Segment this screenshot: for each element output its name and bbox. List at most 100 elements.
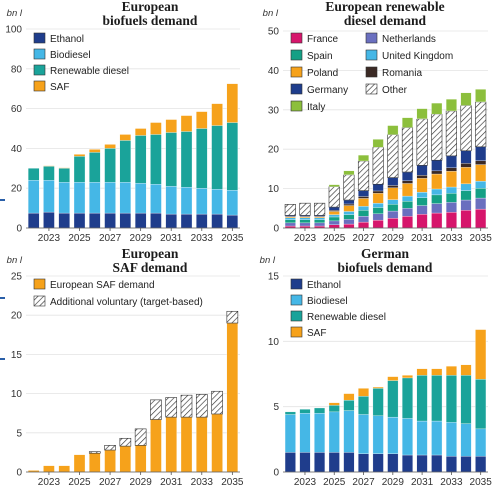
bar-segment xyxy=(299,217,311,220)
bar-segment xyxy=(416,375,428,422)
bar-segment xyxy=(180,115,193,132)
bar-segment xyxy=(43,180,55,213)
bar-segment xyxy=(402,183,413,197)
bar-segment xyxy=(134,183,147,214)
bar-segment xyxy=(358,196,369,199)
bar-segment xyxy=(284,452,296,473)
x-tick-label: 2033 xyxy=(191,233,214,244)
x-tick-label: 2025 xyxy=(323,233,346,244)
bar-segment xyxy=(416,191,428,198)
legend-swatch xyxy=(33,80,46,92)
bar-segment xyxy=(196,128,208,189)
bar-segment xyxy=(299,216,311,218)
bar-segment xyxy=(357,160,370,191)
y-unit-label: bn l xyxy=(260,255,276,266)
x-tick-label: 2035 xyxy=(221,477,244,488)
x-tick-label: 2025 xyxy=(68,477,91,488)
bar-segment xyxy=(150,399,162,420)
bar-segment xyxy=(372,193,384,204)
bar-segment xyxy=(211,103,223,126)
bar-segment xyxy=(180,213,193,229)
chart-title-line: biofuels demand xyxy=(338,260,433,275)
bar-segment xyxy=(119,437,132,447)
legend-label: Other xyxy=(382,85,408,96)
bar-segment xyxy=(328,224,340,229)
y-tick-label: 100 xyxy=(5,25,22,36)
bar-segment xyxy=(314,452,326,473)
bar-segment xyxy=(43,166,55,181)
bar-segment xyxy=(89,182,101,214)
y-unit-label: bn l xyxy=(263,8,279,19)
bar-segment xyxy=(402,117,413,128)
x-tick-label: 2029 xyxy=(382,233,405,244)
legend-label: Biodiesel xyxy=(50,50,91,61)
bar-segment xyxy=(180,394,193,418)
bar-segment xyxy=(387,134,399,178)
bar-segment xyxy=(460,92,472,106)
y-tick-label: 40 xyxy=(11,144,23,155)
bar-segment xyxy=(284,219,296,224)
bar-segment xyxy=(475,428,487,457)
bar-segment xyxy=(58,168,70,183)
bar-segment xyxy=(27,212,40,229)
x-tick-label: 2023 xyxy=(38,233,61,244)
y-tick-label: 20 xyxy=(11,184,23,195)
bar-segment xyxy=(358,190,369,197)
bar-segment xyxy=(284,414,296,453)
bar-segment xyxy=(58,212,70,229)
bar-segment xyxy=(328,411,340,453)
bar-segment xyxy=(402,171,413,181)
bar-segment xyxy=(328,206,340,211)
y-unit-label: bn l xyxy=(7,255,23,266)
bar-segment xyxy=(358,206,369,211)
legend-swatch xyxy=(365,66,378,78)
bar-segment xyxy=(460,364,472,376)
bar-segment xyxy=(358,396,369,415)
bar-segment xyxy=(328,211,340,215)
bar-segment xyxy=(211,213,223,229)
bar-segment xyxy=(104,148,116,183)
bar-segment xyxy=(134,212,147,229)
bar-segment xyxy=(460,167,472,185)
bar-segment xyxy=(402,375,413,379)
x-tick-label: 2023 xyxy=(294,477,317,488)
bar-segment xyxy=(431,375,443,422)
bar-segment xyxy=(299,222,311,227)
bar-segment xyxy=(431,420,443,456)
x-tick-label: 2031 xyxy=(160,233,183,244)
bar-segment xyxy=(299,202,311,216)
bar-segment xyxy=(402,418,413,456)
legend-swatch xyxy=(33,295,46,307)
x-tick-label: 2027 xyxy=(99,233,122,244)
legend-swatch xyxy=(290,278,303,290)
legend: Ethanol Biodiesel Renewable diesel SAF xyxy=(290,278,386,339)
bar-segment xyxy=(343,452,355,473)
legend-swatch xyxy=(33,32,46,44)
bar-segment xyxy=(134,128,147,136)
legend-swatch xyxy=(290,66,303,78)
bar-segment xyxy=(475,379,487,430)
bar-segment xyxy=(284,216,296,218)
bar-segment xyxy=(343,174,355,201)
bar-segment xyxy=(387,125,399,135)
y-tick-label: 10 xyxy=(11,389,23,400)
y-tick-label: 20 xyxy=(11,311,23,322)
bar-segment xyxy=(387,453,399,473)
bar-segment xyxy=(343,214,355,220)
bar-segment xyxy=(475,456,487,473)
bar-segment xyxy=(416,205,428,215)
x-tick-label: 2035 xyxy=(470,477,493,488)
bar-segment xyxy=(416,420,428,456)
bar-segment xyxy=(343,393,355,401)
bar-segment xyxy=(343,205,355,212)
bar-segment xyxy=(165,119,177,133)
bar-segment xyxy=(358,198,369,207)
bar-segment xyxy=(475,101,487,148)
bar-segment xyxy=(416,454,428,473)
bar-segment xyxy=(226,214,239,229)
bar-segment xyxy=(358,221,369,229)
bar-segment xyxy=(387,380,399,418)
legend-label: Renewable diesel xyxy=(50,66,129,77)
